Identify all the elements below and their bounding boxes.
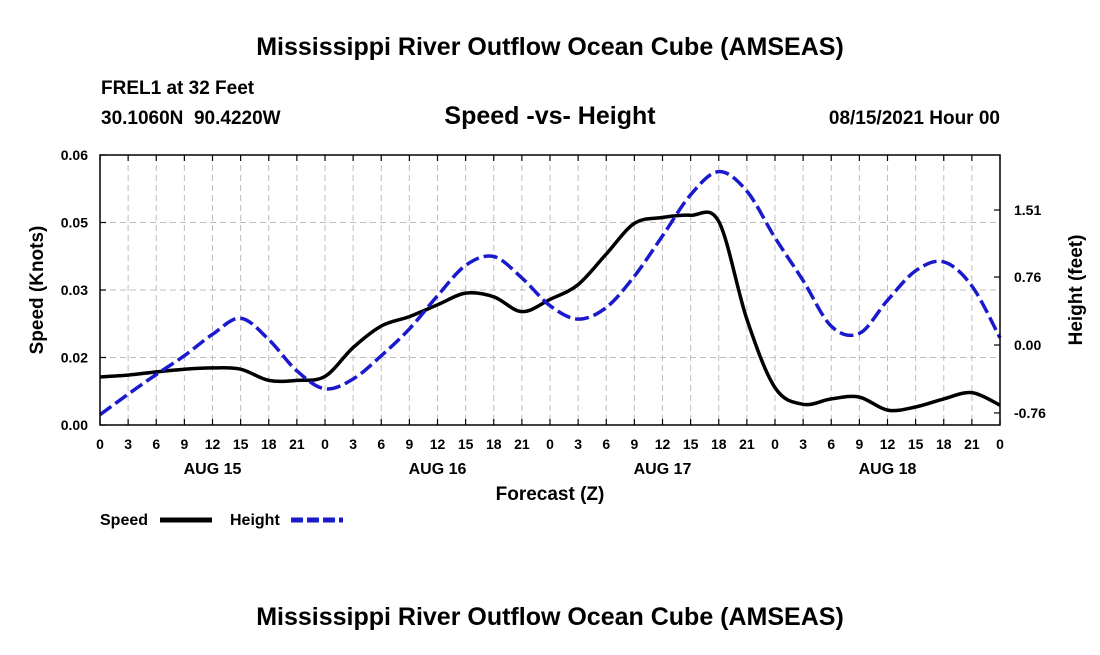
x-tick-label: 3 (574, 436, 582, 452)
legend-height-label: Height (230, 512, 280, 529)
x-tick-label: 9 (180, 436, 188, 452)
chart-title: Mississippi River Outflow Ocean Cube (AM… (256, 33, 844, 61)
x-tick-label: 18 (261, 436, 277, 452)
y-tick-label: 0.06 (61, 147, 88, 163)
speed-series-line (99, 210, 1001, 413)
x-tick-label: 9 (405, 436, 413, 452)
x-tick-label: 6 (602, 436, 610, 452)
chart-subtitle: Speed -vs- Height (444, 102, 656, 130)
x-tick-label: 3 (799, 436, 807, 452)
x-tick-label: 21 (289, 436, 305, 452)
x-tick-label: 3 (124, 436, 132, 452)
day-label: AUG 15 (184, 461, 242, 478)
day-label: AUG 17 (634, 461, 692, 478)
x-tick-label: 12 (880, 436, 896, 452)
x-tick-label: 3 (349, 436, 357, 452)
x-tick-label: 6 (827, 436, 835, 452)
height-series-line (98, 169, 1002, 417)
axes: 0 3 6 9 12 15 18 21 0 3 6 9 12 15 18 21 0 3 6 9 12 15 18 21 0 3 6 9… (61, 147, 1046, 478)
footer-title: Mississippi River Outflow Ocean Cube (AM… (256, 603, 844, 631)
y2-tick-label: 0.76 (1014, 269, 1041, 285)
x-tick-label: 9 (630, 436, 638, 452)
y-tick-label: 0.02 (61, 350, 88, 366)
y2-tick-label: 0.00 (1014, 337, 1041, 353)
x-tick-label: 18 (711, 436, 727, 452)
x-tick-label: 12 (655, 436, 671, 452)
forecast-datetime: 08/15/2021 Hour 00 (829, 108, 1000, 129)
x-tick-label: 18 (936, 436, 952, 452)
x-tick-label: 12 (205, 436, 221, 452)
x-tick-label: 6 (377, 436, 385, 452)
y2-tick-label: 1.51 (1014, 202, 1041, 218)
x-tick-label: 0 (546, 436, 554, 452)
x-tick-label: 12 (430, 436, 446, 452)
legend: Speed Height (100, 512, 343, 529)
legend-speed-label: Speed (100, 512, 148, 529)
x-tick-label: 0 (996, 436, 1004, 452)
y-tick-label: 0.03 (61, 282, 88, 298)
x-tick-label: 15 (233, 436, 249, 452)
coordinates-label: 30.1060N 90.4220W (101, 108, 281, 129)
series-layer (98, 169, 1002, 417)
day-label: AUG 18 (859, 461, 917, 478)
x-tick-label: 15 (908, 436, 924, 452)
y2-axis-title: Height (feet) (1066, 235, 1087, 346)
station-label: FREL1 at 32 Feet (101, 78, 255, 99)
x-tick-label: 21 (964, 436, 980, 452)
x-tick-label: 15 (683, 436, 699, 452)
x-axis-title: Forecast (Z) (496, 484, 605, 505)
x-tick-label: 15 (458, 436, 474, 452)
x-tick-label: 21 (514, 436, 530, 452)
x-tick-label: 6 (152, 436, 160, 452)
grid (100, 155, 1000, 425)
x-tick-label: 0 (771, 436, 779, 452)
y2-tick-label: -0.76 (1014, 405, 1046, 421)
day-label: AUG 16 (409, 461, 467, 478)
x-tick-label: 0 (96, 436, 104, 452)
y-tick-label: 0.05 (61, 215, 88, 231)
y-tick-label: 0.00 (61, 417, 88, 433)
x-tick-label: 18 (486, 436, 502, 452)
x-tick-label: 9 (855, 436, 863, 452)
y-axis-title: Speed (Knots) (27, 226, 48, 355)
x-tick-label: 0 (321, 436, 329, 452)
x-tick-label: 21 (739, 436, 755, 452)
